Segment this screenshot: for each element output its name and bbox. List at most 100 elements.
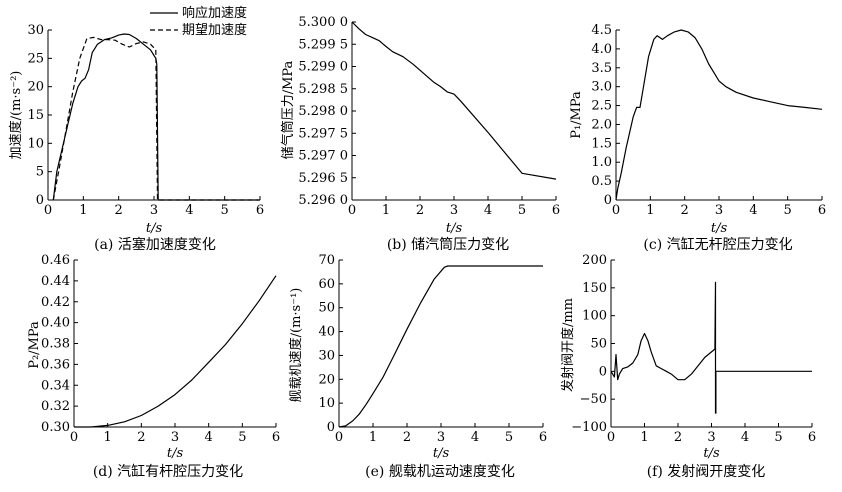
y-axis-label: P₂/MPa bbox=[27, 321, 42, 369]
y-tick-label: 2.0 bbox=[591, 117, 612, 132]
x-tick-label: 0 bbox=[348, 203, 356, 218]
series-line-solid bbox=[610, 281, 812, 414]
chart-caption: (c) 汽缸无杆腔压力变化 bbox=[643, 236, 792, 253]
x-tick-label: 2 bbox=[681, 203, 689, 218]
y-tick-label: 30 bbox=[318, 348, 335, 363]
series-line-solid bbox=[351, 21, 557, 180]
x-tick-label: 0 bbox=[44, 203, 52, 218]
series-line-solid bbox=[615, 29, 823, 201]
y-tick-label: 0.34 bbox=[41, 378, 70, 393]
y-tick-label: 5.296 0 bbox=[298, 193, 348, 208]
y-tick-label: 5 bbox=[36, 165, 44, 180]
x-tick-label: 2 bbox=[403, 430, 411, 445]
x-axis-label: t/s bbox=[433, 446, 450, 461]
x-tick-label: 6 bbox=[552, 203, 560, 218]
x-tick-label: 3 bbox=[437, 430, 445, 445]
y-tick-label: 1.0 bbox=[591, 155, 612, 170]
y-tick-label: −100 bbox=[571, 420, 607, 435]
x-tick-label: 4 bbox=[471, 430, 479, 445]
y-axis-label: 加速度/(m·s⁻²) bbox=[8, 71, 24, 160]
x-tick-label: 1 bbox=[646, 203, 654, 218]
y-tick-label: 0.32 bbox=[41, 399, 70, 414]
chart-e: 0 1 2 3 4 5 6010203040506070t/s舰载机速度/(m·s⁻¹)(e… bbox=[288, 253, 547, 480]
series-line-dashed bbox=[52, 36, 260, 201]
y-tick-label: 25 bbox=[27, 51, 44, 66]
x-axis-label: t/s bbox=[711, 221, 728, 236]
y-tick-label: 200 bbox=[582, 253, 607, 268]
x-tick-label: 5 bbox=[784, 203, 792, 218]
y-tick-label: 150 bbox=[582, 281, 607, 296]
x-tick-label: 5 bbox=[221, 203, 229, 218]
y-axis-label: 发射阀开度/mm bbox=[560, 298, 576, 392]
y-tick-label: 20 bbox=[27, 80, 44, 95]
y-tick-label: 5.297 0 bbox=[298, 149, 348, 164]
y-tick-label: 40 bbox=[318, 325, 335, 340]
chart-b: 0 1 2 3 4 5 6 5.296 0 5.296 5 5.297 0 5.297 5 5.298… bbox=[280, 15, 560, 253]
x-axis-label: t/s bbox=[446, 221, 463, 236]
y-tick-label: 2.5 bbox=[591, 99, 612, 114]
y-axis-label: 储气筒压力/MPa bbox=[280, 60, 296, 159]
x-tick-label: 6 bbox=[818, 203, 826, 218]
y-tick-label: 0.46 bbox=[41, 253, 70, 268]
y-axis-label: P₁/MPa bbox=[569, 91, 584, 139]
y-tick-label: 30 bbox=[27, 23, 44, 38]
x-tick-label: 2 bbox=[137, 430, 145, 445]
x-tick-label: 0 bbox=[607, 430, 615, 445]
y-tick-label: 5.298 0 bbox=[298, 104, 348, 119]
x-tick-label: 5 bbox=[774, 430, 782, 445]
y-tick-label: −50 bbox=[580, 392, 607, 407]
x-tick-label: 1 bbox=[79, 203, 87, 218]
x-tick-label: 4 bbox=[185, 203, 193, 218]
y-tick-label: 20 bbox=[318, 372, 335, 387]
y-tick-label: 100 bbox=[582, 309, 607, 324]
y-tick-label: 0.42 bbox=[41, 295, 70, 310]
x-tick-label: 6 bbox=[256, 203, 264, 218]
chart-c: 0 1 2 3 4 5 600.51.01.52.02.53.03.54.04.5t/sP₁… bbox=[569, 23, 826, 253]
x-tick-label: 4 bbox=[741, 430, 749, 445]
y-tick-label: 0 bbox=[36, 193, 44, 208]
y-tick-label: 50 bbox=[318, 301, 335, 316]
y-tick-label: 0 bbox=[599, 364, 607, 379]
x-tick-label: 3 bbox=[715, 203, 723, 218]
x-tick-label: 3 bbox=[171, 430, 179, 445]
chart-d: 0 1 2 3 4 5 6 0.30 0.32 0.34 0.36 0.38 0.40 0.42 0.44 0… bbox=[27, 253, 280, 480]
x-tick-label: 5 bbox=[505, 430, 513, 445]
x-tick-label: 0 bbox=[612, 203, 620, 218]
y-tick-label: 5.299 5 bbox=[298, 37, 348, 52]
chart-caption: (a) 活塞加速度变化 bbox=[94, 236, 216, 253]
y-tick-label: 10 bbox=[318, 396, 335, 411]
y-tick-label: 0 bbox=[327, 420, 335, 435]
y-tick-label: 5.298 5 bbox=[298, 82, 348, 97]
series-line-solid bbox=[52, 33, 260, 201]
chart-caption: (d) 汽缸有杆腔压力变化 bbox=[93, 463, 243, 480]
y-tick-label: 10 bbox=[27, 136, 44, 151]
x-tick-label: 5 bbox=[238, 430, 246, 445]
y-tick-label: 1.5 bbox=[591, 136, 612, 151]
chart-caption: (f) 发射阀开度变化 bbox=[647, 464, 766, 480]
x-tick-label: 6 bbox=[539, 430, 547, 445]
y-tick-label: 3.5 bbox=[591, 61, 612, 76]
x-tick-label: 2 bbox=[115, 203, 123, 218]
y-tick-label: 70 bbox=[318, 253, 335, 268]
y-tick-label: 0 bbox=[604, 193, 612, 208]
x-tick-label: 0 bbox=[70, 430, 78, 445]
x-tick-label: 4 bbox=[484, 203, 492, 218]
y-tick-label: 4.5 bbox=[591, 23, 612, 38]
y-tick-label: 0.44 bbox=[41, 274, 70, 289]
legend-label: 期望加速度 bbox=[182, 22, 247, 38]
x-tick-label: 1 bbox=[640, 430, 648, 445]
y-tick-label: 4.0 bbox=[591, 42, 612, 57]
x-tick-label: 6 bbox=[272, 430, 280, 445]
x-tick-label: 2 bbox=[416, 203, 424, 218]
x-tick-label: 1 bbox=[369, 430, 377, 445]
y-tick-label: 50 bbox=[590, 337, 607, 352]
y-tick-label: 15 bbox=[27, 108, 44, 123]
x-axis-label: t/s bbox=[146, 221, 163, 236]
series-line-solid bbox=[338, 265, 543, 428]
x-tick-label: 3 bbox=[707, 430, 715, 445]
chart-caption: (e) 舰载机运动速度变化 bbox=[365, 464, 515, 480]
chart-a: 0 1 2 3 4 5 6 0 5 10 15 20 25 30 t/s 加速度/(m·s⁻²) (a) 活塞加… bbox=[8, 5, 264, 253]
y-tick-label: 0.38 bbox=[41, 337, 70, 352]
y-tick-label: 5.297 5 bbox=[298, 126, 348, 141]
